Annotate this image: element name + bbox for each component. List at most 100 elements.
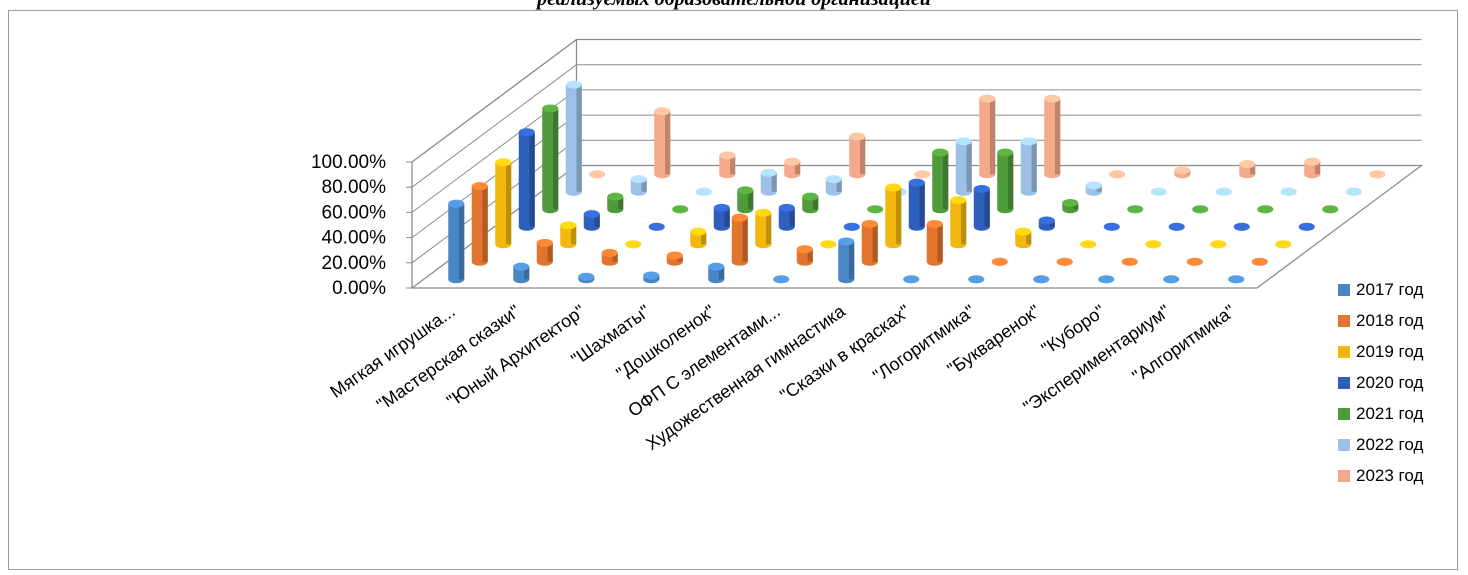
bar-cap (760, 168, 777, 177)
bar-2021-год-10 (1127, 205, 1144, 214)
bar-cap (991, 257, 1008, 266)
bar-cap (1257, 205, 1274, 214)
bar-shading (529, 132, 535, 227)
bar-shading (872, 223, 878, 262)
bar-shading (665, 111, 671, 175)
bar-cap (536, 238, 553, 247)
bar-2019-год-3 (625, 240, 642, 249)
bar-2022-год-4 (760, 168, 777, 196)
bar-shading (1055, 98, 1061, 175)
gridline-side (411, 64, 577, 188)
bar-cap (1304, 157, 1321, 166)
bar-2018-год-5 (731, 213, 748, 266)
bar-2018-год-2 (536, 238, 553, 266)
bar-2019-год-6 (820, 240, 837, 249)
bar-cap (955, 137, 972, 146)
bar-2019-год-1 (495, 158, 512, 249)
bar-cap (495, 158, 512, 167)
bar-cap (565, 80, 582, 89)
bar-2021-год-12 (1257, 205, 1274, 214)
bar-2023-год-8 (1044, 94, 1061, 179)
bar-2020-год-2 (583, 210, 600, 231)
legend-swatch (1338, 407, 1350, 420)
legend-swatch (1338, 469, 1350, 482)
bar-cap (695, 187, 712, 196)
bar-cap (560, 221, 577, 230)
bar-cap (950, 196, 967, 205)
bar-2017-год-11 (1098, 275, 1115, 284)
bar-2018-год-12 (1186, 257, 1203, 266)
bar-2019-год-11 (1145, 240, 1162, 249)
bar-cap (1369, 170, 1386, 179)
bar-cap (843, 222, 860, 231)
bar-shading (576, 84, 582, 192)
bar-2020-год-6 (843, 222, 860, 231)
chart-legend: 2017 год 2018 год 2019 год 2020 год 2021 год… (1338, 274, 1423, 491)
bar-cap (861, 219, 878, 228)
bar-cap (932, 148, 949, 157)
bar-shading (506, 162, 512, 245)
bar-2022-год-2 (630, 175, 647, 196)
bar-shading (1008, 152, 1014, 210)
bar-cap (1215, 187, 1232, 196)
bar-cap (1251, 257, 1268, 266)
bar-cap (820, 240, 837, 249)
bar-2021-год-3 (672, 205, 689, 214)
bar-cap (867, 205, 884, 214)
bar-shading (482, 186, 488, 262)
bar-cap (643, 271, 660, 280)
bar-2017-год-13 (1228, 275, 1245, 284)
bar-cap (796, 245, 813, 254)
bar-2021-год-7 (932, 148, 949, 214)
bar-2020-год-3 (648, 222, 665, 231)
bar-2017-год-9 (968, 275, 985, 284)
bar-cap (578, 272, 595, 281)
bar-cap (666, 251, 683, 260)
bar-cap (731, 213, 748, 222)
bar-2023-год-13 (1369, 170, 1386, 179)
bar-2019-год-7 (885, 183, 902, 249)
bar-cap (513, 262, 530, 271)
bar-shading (919, 182, 925, 227)
chart-title: реализуемых образовательной организацией (0, 0, 1468, 11)
bar-shading (547, 242, 553, 262)
bar-2021-год-5 (802, 192, 819, 214)
bar-cap (802, 192, 819, 201)
legend-item: 2018 год (1338, 305, 1423, 336)
bar-cap (979, 94, 996, 103)
bar-2022-год-5 (825, 175, 842, 196)
bar-2023-год-12 (1304, 157, 1321, 179)
bar-cap (630, 175, 647, 184)
bar-2021-год-8 (997, 148, 1014, 214)
bar-cap (589, 170, 606, 179)
legend-label: 2020 год (1356, 372, 1424, 392)
bar-cap (903, 275, 920, 284)
bar-shading (896, 187, 902, 245)
bar-shading (849, 241, 855, 280)
bar-2017-год-2 (513, 262, 530, 284)
bar-2019-год-9 (1015, 227, 1032, 249)
bar-2017-год-7 (838, 237, 855, 284)
bar-cap (542, 104, 559, 113)
bar-2020-год-8 (973, 184, 990, 231)
bar-cap (737, 186, 754, 195)
bar-2023-год-1 (589, 170, 606, 179)
bar-cap (1080, 240, 1097, 249)
bar-2023-год-5 (849, 132, 866, 179)
legend-swatch (1338, 314, 1350, 327)
legend-item: 2023 год (1338, 460, 1423, 491)
bar-2018-год-11 (1121, 257, 1138, 266)
bar-cap (1233, 222, 1250, 231)
legend-swatch (1338, 438, 1350, 451)
bar-2020-год-9 (1038, 216, 1055, 231)
bar-2023-год-11 (1239, 160, 1256, 179)
legend-swatch (1338, 283, 1350, 296)
bar-cap (713, 203, 730, 212)
bar-2023-год-2 (654, 107, 671, 179)
bar-cap (1322, 205, 1339, 214)
bar-2022-год-7 (955, 137, 972, 196)
bar-cap (1044, 94, 1061, 103)
bar-cap (926, 219, 943, 228)
bar-2018-год-3 (601, 248, 618, 266)
legend-label: 2018 год (1356, 310, 1424, 330)
